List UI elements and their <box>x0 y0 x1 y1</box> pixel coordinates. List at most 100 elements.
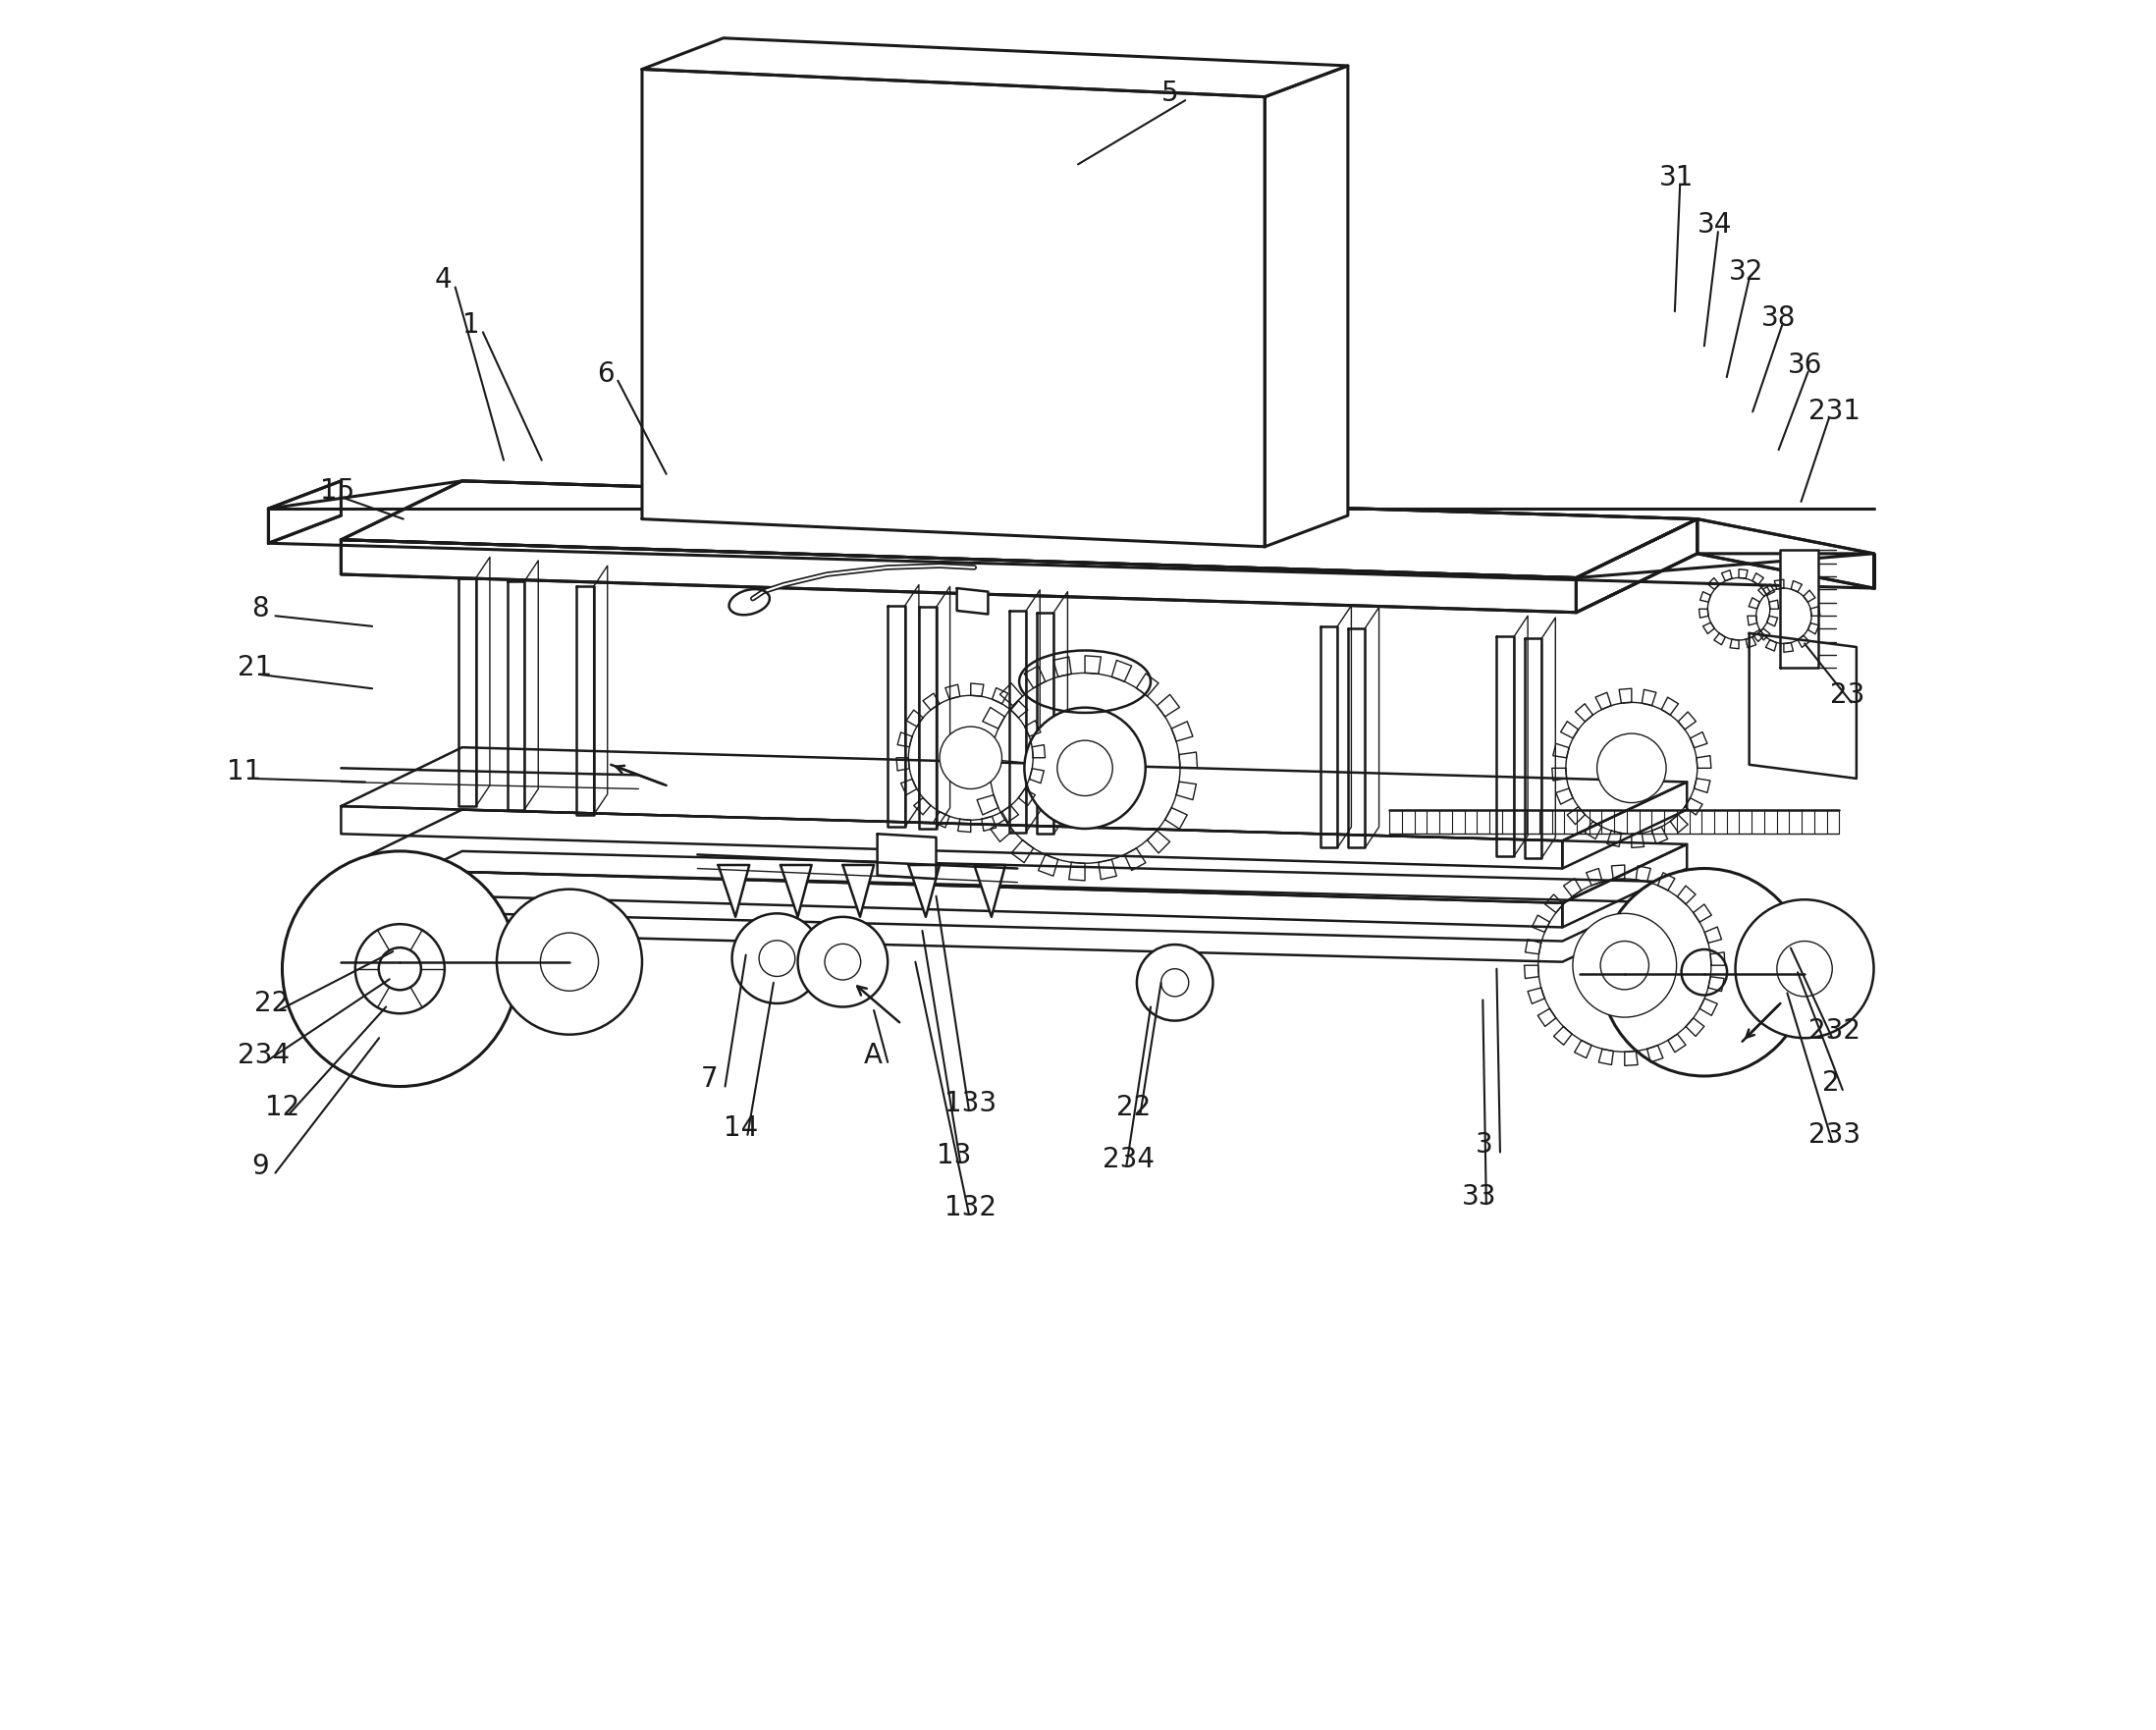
Circle shape <box>541 932 599 991</box>
Polygon shape <box>1037 612 1054 834</box>
Text: 8: 8 <box>250 595 267 623</box>
Polygon shape <box>642 38 1348 97</box>
Polygon shape <box>1337 605 1352 848</box>
Polygon shape <box>1542 618 1554 858</box>
Polygon shape <box>1514 616 1529 856</box>
Polygon shape <box>718 865 750 917</box>
Text: 7: 7 <box>701 1066 718 1093</box>
Circle shape <box>826 945 860 979</box>
Circle shape <box>1056 740 1112 796</box>
Text: 31: 31 <box>1660 164 1695 192</box>
Circle shape <box>1572 913 1677 1017</box>
Circle shape <box>1162 969 1188 996</box>
Text: 14: 14 <box>724 1114 759 1142</box>
Text: 22: 22 <box>254 990 289 1017</box>
Polygon shape <box>1054 592 1067 834</box>
Circle shape <box>496 889 642 1035</box>
Circle shape <box>1777 941 1833 996</box>
Text: 132: 132 <box>944 1194 996 1221</box>
Circle shape <box>733 913 821 1003</box>
Text: 3: 3 <box>1477 1131 1494 1159</box>
Circle shape <box>282 851 517 1086</box>
Polygon shape <box>507 581 524 810</box>
Polygon shape <box>1365 607 1380 848</box>
Text: 22: 22 <box>1117 1093 1151 1121</box>
Polygon shape <box>459 578 476 806</box>
Text: 33: 33 <box>1462 1183 1496 1211</box>
Polygon shape <box>780 865 811 917</box>
Polygon shape <box>1781 550 1818 668</box>
Text: 36: 36 <box>1787 351 1822 379</box>
Polygon shape <box>1563 844 1686 927</box>
Circle shape <box>1682 950 1727 995</box>
Polygon shape <box>524 561 539 810</box>
Polygon shape <box>593 566 608 815</box>
Polygon shape <box>1348 628 1365 848</box>
Text: 1: 1 <box>461 311 479 339</box>
Polygon shape <box>1576 519 1697 612</box>
Polygon shape <box>877 834 936 879</box>
Circle shape <box>1600 868 1809 1076</box>
Text: 6: 6 <box>597 360 614 388</box>
Text: A: A <box>865 1041 882 1069</box>
Polygon shape <box>341 806 1563 868</box>
Polygon shape <box>1697 519 1874 588</box>
Polygon shape <box>1319 626 1337 848</box>
Text: 15: 15 <box>321 477 356 505</box>
Text: 21: 21 <box>237 654 272 682</box>
Circle shape <box>1024 708 1145 829</box>
Circle shape <box>798 917 888 1007</box>
Text: 234: 234 <box>237 1041 289 1069</box>
Polygon shape <box>1524 638 1542 858</box>
Text: 12: 12 <box>265 1093 300 1121</box>
Polygon shape <box>1009 611 1026 832</box>
Polygon shape <box>957 588 987 614</box>
Polygon shape <box>888 605 906 827</box>
Circle shape <box>356 924 444 1014</box>
Polygon shape <box>341 872 1686 962</box>
Polygon shape <box>1496 637 1514 856</box>
Polygon shape <box>576 586 593 815</box>
Circle shape <box>379 948 420 990</box>
Polygon shape <box>341 868 1563 927</box>
Polygon shape <box>476 557 489 806</box>
Text: 232: 232 <box>1809 1017 1861 1045</box>
Text: 38: 38 <box>1761 304 1796 332</box>
Polygon shape <box>1563 782 1686 868</box>
Text: 11: 11 <box>226 758 261 785</box>
Text: 34: 34 <box>1697 211 1731 239</box>
Text: 32: 32 <box>1729 258 1764 285</box>
Polygon shape <box>341 851 1686 941</box>
Text: 9: 9 <box>250 1152 270 1180</box>
Polygon shape <box>341 810 1686 903</box>
Polygon shape <box>1266 66 1348 547</box>
Polygon shape <box>1749 633 1856 778</box>
Polygon shape <box>918 607 936 829</box>
Polygon shape <box>267 481 341 543</box>
Circle shape <box>759 941 796 976</box>
Text: 2: 2 <box>1822 1069 1839 1097</box>
Text: 4: 4 <box>436 266 453 294</box>
Circle shape <box>1736 900 1874 1038</box>
Polygon shape <box>1576 554 1874 612</box>
Text: 233: 233 <box>1809 1121 1861 1149</box>
Text: 5: 5 <box>1162 80 1179 107</box>
Text: 231: 231 <box>1809 398 1861 426</box>
Text: 133: 133 <box>944 1090 996 1118</box>
Polygon shape <box>975 865 1005 917</box>
Polygon shape <box>341 481 1697 578</box>
Text: 23: 23 <box>1830 682 1865 709</box>
Polygon shape <box>936 586 951 829</box>
Polygon shape <box>906 585 918 827</box>
Polygon shape <box>843 865 873 917</box>
Polygon shape <box>341 747 1686 841</box>
Polygon shape <box>1026 590 1039 832</box>
Polygon shape <box>908 865 940 917</box>
Polygon shape <box>341 540 1576 612</box>
Circle shape <box>940 727 1003 789</box>
Text: 234: 234 <box>1102 1145 1153 1173</box>
Text: 13: 13 <box>936 1142 970 1169</box>
Circle shape <box>1600 941 1649 990</box>
Polygon shape <box>642 69 1266 547</box>
Circle shape <box>1598 734 1667 803</box>
